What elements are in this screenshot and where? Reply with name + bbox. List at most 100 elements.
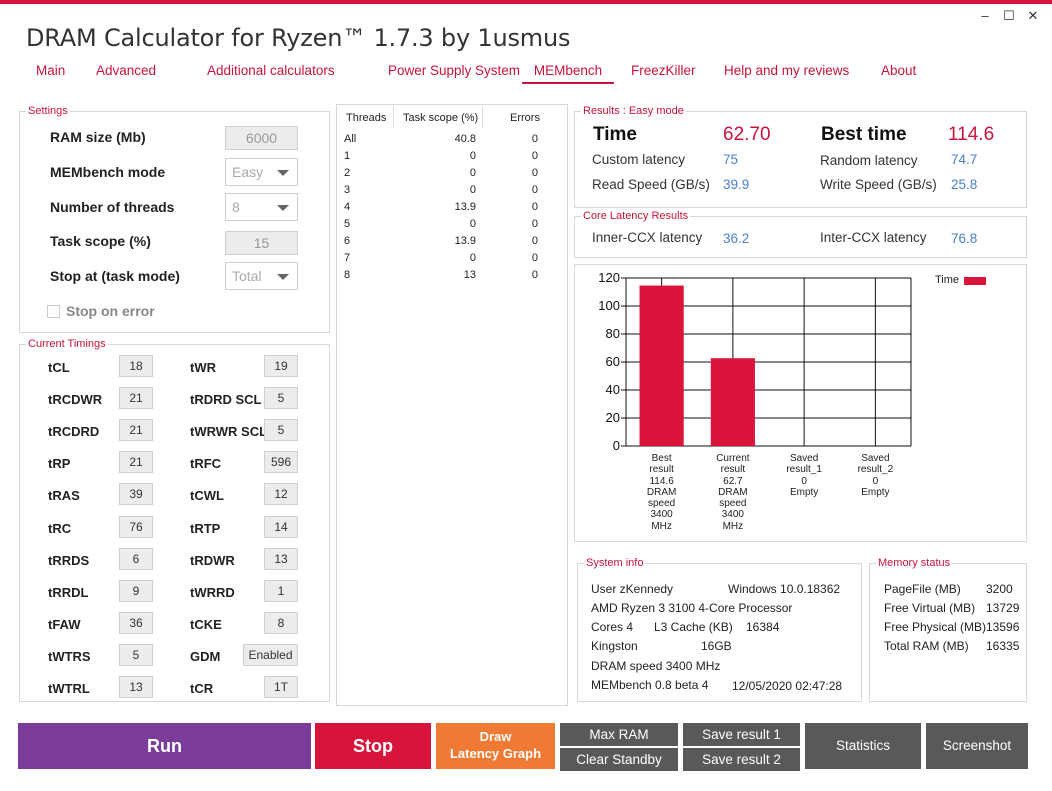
thread-cell: All	[344, 133, 357, 145]
x-category-line: Empty	[861, 486, 890, 498]
timing-label-tcr: tCR	[190, 681, 214, 696]
memory-status-label: Free Physical (MB)	[884, 620, 987, 634]
dram-speed-text: DRAM speed 3400 MHz	[591, 659, 721, 673]
timing-label-twrwr-scl: tWRWR SCL	[190, 424, 268, 440]
timing-label-twrrd: tWRRD	[190, 584, 235, 600]
tab-freezkiller[interactable]: FreezKiller	[631, 63, 696, 78]
maximize-icon[interactable]: ☐	[1003, 8, 1015, 23]
x-category-line: Saved	[789, 453, 819, 464]
time-label: Time	[593, 124, 638, 145]
cores-text: Cores 4	[591, 620, 634, 634]
task-scope-cell: 13.9	[454, 201, 476, 213]
memory-status-value: 13596	[986, 620, 1020, 634]
task-scope-header: Task scope (%)	[403, 112, 479, 124]
x-category-label: Current result 62.7 DRAM speed 3400 MHz	[703, 453, 763, 532]
l3-label: L3 Cache (KB)	[654, 620, 733, 634]
tab-main[interactable]: Main	[36, 63, 66, 78]
tab-membench[interactable]: MEMbench	[522, 63, 614, 84]
timing-value-trcdwr: 21	[119, 387, 153, 410]
timing-label-tfaw: tFAW	[48, 616, 81, 632]
datetime-text: 12/05/2020 02:47:28	[732, 679, 843, 693]
stop-at-label: Stop at (task mode)	[50, 268, 180, 284]
threads-label: Number of threads	[50, 199, 175, 215]
os-text: Windows 10.0.18362	[728, 582, 841, 596]
task-scope-label: Task scope (%)	[50, 233, 151, 249]
y-tick-label: 20	[605, 410, 620, 425]
mem-vendor-text: Kingston	[591, 639, 638, 653]
memory-status-value: 16335	[986, 639, 1020, 653]
y-tick-label: 100	[598, 298, 620, 313]
x-category-line: DRAM	[718, 486, 748, 498]
timing-value-tcke: 8	[264, 611, 298, 634]
ram-size-input[interactable]: 6000	[225, 126, 298, 150]
membench-mode-select[interactable]: Easy	[225, 158, 298, 186]
current-timings-title: Current Timings	[26, 338, 108, 350]
random-latency-value: 74.7	[951, 152, 978, 167]
task-scope-cell: 13.9	[454, 235, 476, 247]
task-scope-cell: 0	[469, 150, 476, 162]
screenshot-button[interactable]: Screenshot	[926, 723, 1028, 769]
column-divider	[482, 106, 483, 128]
errors-cell: 0	[531, 133, 538, 145]
statistics-button[interactable]: Statistics	[805, 723, 921, 769]
timing-value-twrrd: 1	[264, 579, 298, 602]
settings-group: Settings	[19, 105, 330, 333]
timing-label-trdwr: tRDWR	[190, 552, 235, 568]
x-category-label: Best result 114.6 DRAM speed 3400 MHz	[632, 453, 692, 532]
save-result-1-button[interactable]: Save result 1	[683, 723, 800, 746]
close-icon[interactable]: ✕	[1027, 8, 1039, 23]
timing-label-trc: tRC	[48, 520, 72, 536]
membench-mode-value: Easy	[232, 164, 264, 180]
inner-ccx-label: Inner-CCX latency	[592, 230, 703, 245]
tab-additional-calculators[interactable]: Additional calculators	[207, 63, 335, 78]
stop-button[interactable]: Stop	[315, 723, 431, 769]
write-speed-value: 25.8	[951, 177, 978, 192]
x-category-line: 3400	[721, 509, 744, 521]
best-time-value: 114.6	[948, 124, 995, 145]
x-category-line: MHz	[722, 520, 744, 532]
timing-value-gdm: Enabled	[243, 643, 298, 666]
stop-on-error-label: Stop on error	[66, 303, 155, 319]
stop-at-value: Total	[232, 268, 262, 284]
timing-value-tcr: 1T	[264, 676, 298, 698]
task-scope-input[interactable]: 15	[225, 231, 298, 255]
timing-value-tfaw: 36	[119, 611, 153, 634]
thread-cell: 1	[344, 150, 351, 162]
timing-value-tcwl: 12	[264, 483, 298, 506]
run-button[interactable]: Run	[18, 723, 311, 769]
x-category-line: 62.7	[723, 475, 743, 487]
tab-help-and-reviews[interactable]: Help and my reviews	[724, 63, 850, 78]
window-title: DRAM Calculator for Ryzen™ 1.7.3 by 1usm…	[26, 24, 571, 52]
timing-label-trcdrd: tRCDRD	[48, 424, 100, 440]
timing-label-trfc: tRFC	[190, 456, 222, 472]
tab-advanced[interactable]: Advanced	[96, 63, 157, 78]
timing-label-trp: tRP	[48, 456, 71, 472]
thread-cell: 3	[344, 184, 351, 196]
draw-latency-graph-button[interactable]: Draw Latency Graph	[436, 723, 555, 769]
y-tick-label: 60	[605, 354, 620, 369]
minimize-icon[interactable]: –	[981, 8, 989, 23]
timing-label-trrds: tRRDS	[48, 552, 90, 568]
max-ram-button[interactable]: Max RAM	[560, 723, 678, 746]
threads-select[interactable]: 8	[225, 193, 298, 221]
thread-cell: 5	[344, 218, 351, 230]
stop-on-error-checkbox[interactable]	[47, 305, 60, 318]
x-category-line: result_1	[786, 464, 822, 476]
timing-value-trfc: 596	[264, 451, 298, 474]
results-title: Results : Easy mode	[581, 105, 686, 117]
clear-standby-button[interactable]: Clear Standby	[560, 748, 678, 771]
x-category-line: result_2	[857, 464, 894, 476]
x-category-line: Empty	[789, 486, 819, 498]
custom-latency-value: 75	[723, 152, 739, 167]
stop-at-select[interactable]: Total	[225, 262, 298, 290]
save-result-2-button[interactable]: Save result 2	[683, 748, 800, 771]
settings-title: Settings	[26, 105, 70, 117]
timing-value-twtrs: 5	[119, 643, 153, 666]
tab-about[interactable]: About	[881, 63, 917, 78]
x-category-line: 0	[872, 475, 879, 487]
column-divider	[393, 106, 394, 128]
task-scope-cell: 13	[463, 269, 476, 281]
threads-header: Threads	[346, 112, 387, 124]
tab-power-supply-system[interactable]: Power Supply System	[388, 63, 521, 78]
current-timings-group: Current Timings	[19, 338, 330, 702]
